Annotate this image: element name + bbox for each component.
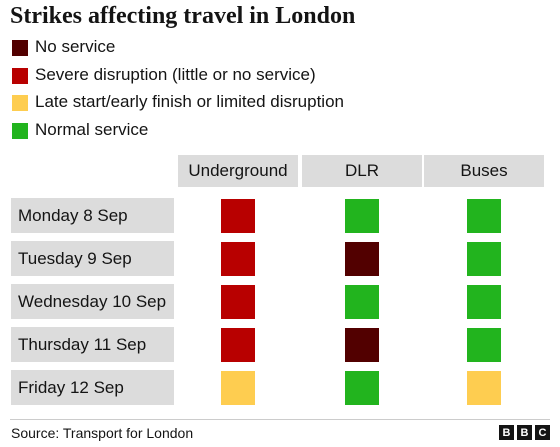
status-cell bbox=[345, 199, 379, 233]
status-cell bbox=[467, 328, 501, 362]
row-label: Wednesday 10 Sep bbox=[11, 284, 174, 319]
logo-letter: B bbox=[517, 425, 532, 440]
chart-title: Strikes affecting travel in London bbox=[10, 3, 356, 29]
row-label: Thursday 11 Sep bbox=[11, 327, 174, 362]
logo-letter: B bbox=[499, 425, 514, 440]
status-cell bbox=[467, 285, 501, 319]
status-table: Underground DLR Buses Monday 8 Sep Tuesday 9… bbox=[11, 155, 544, 405]
column-header-buses: Buses bbox=[424, 155, 544, 187]
status-cell bbox=[221, 242, 255, 276]
column-header-dlr: DLR bbox=[302, 155, 422, 187]
status-cell bbox=[467, 371, 501, 405]
status-cell bbox=[345, 328, 379, 362]
status-cell bbox=[345, 371, 379, 405]
status-cell bbox=[345, 242, 379, 276]
legend-swatch bbox=[12, 40, 28, 56]
legend-label: No service bbox=[35, 37, 116, 56]
footer-divider bbox=[10, 419, 550, 420]
row-label: Tuesday 9 Sep bbox=[11, 241, 174, 276]
row-label: Friday 12 Sep bbox=[11, 370, 174, 405]
logo-letter: C bbox=[535, 425, 550, 440]
status-cell bbox=[221, 371, 255, 405]
bbc-logo: B B C bbox=[499, 425, 550, 440]
row-label: Monday 8 Sep bbox=[11, 198, 174, 233]
status-cell bbox=[345, 285, 379, 319]
legend-swatch bbox=[12, 95, 28, 111]
status-cell bbox=[221, 328, 255, 362]
legend-swatch bbox=[12, 67, 28, 84]
legend-swatch bbox=[12, 122, 28, 139]
status-cell bbox=[467, 242, 501, 276]
legend-label: Late start/early finish or limited disru… bbox=[35, 92, 344, 111]
legend-label: Severe disruption (little or no service) bbox=[35, 64, 316, 84]
source-note: Source: Transport for London bbox=[11, 425, 194, 441]
legend-label: Normal service bbox=[35, 119, 149, 139]
status-cell bbox=[467, 199, 501, 233]
status-cell bbox=[221, 285, 255, 319]
status-cell bbox=[221, 199, 255, 233]
column-header-underground: Underground bbox=[178, 155, 298, 187]
